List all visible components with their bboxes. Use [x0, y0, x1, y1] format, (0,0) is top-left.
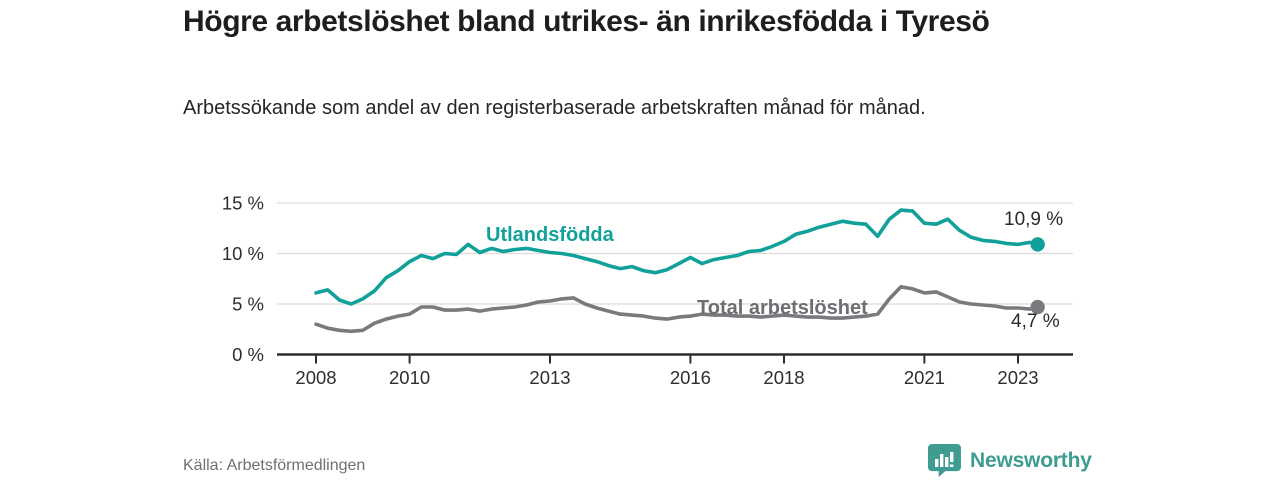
newsworthy-wordmark: Newsworthy	[970, 449, 1092, 472]
x-tick-label: 2016	[670, 367, 711, 388]
line-series-total	[314, 284, 1040, 334]
series-label-utlandsfodda: Utlandsfödda	[486, 224, 614, 246]
y-tick-label: 10 %	[222, 243, 264, 264]
page-subtitle: Arbetssökande som andel av den registerb…	[183, 97, 926, 119]
x-tick-label: 2023	[997, 367, 1038, 388]
series-label-total-arbetsloshet: Total arbetslöshet	[697, 297, 868, 319]
x-tick-label: 2018	[763, 367, 804, 388]
source-credit: Källa: Arbetsförmedlingen	[183, 457, 366, 474]
end-dot-utlandsfodda	[1030, 237, 1045, 252]
x-tick-label: 2013	[529, 367, 570, 388]
y-tick-label: 5 %	[232, 294, 264, 315]
y-tick-label: 0 %	[232, 344, 264, 365]
x-tick-label: 2010	[389, 367, 430, 388]
newsworthy-brand: Newsworthy	[928, 444, 1092, 478]
x-tick-label: 2008	[295, 367, 336, 388]
end-dot-total	[1030, 299, 1045, 315]
end-value-label-total: 4,7 %	[1011, 311, 1060, 332]
page-title: Högre arbetslöshet bland utrikes- än inr…	[183, 5, 990, 38]
y-tick-label: 15 %	[222, 193, 264, 214]
end-value-label-utlandsfodda: 10,9 %	[1004, 209, 1064, 230]
line-series-utlandsfodda	[314, 208, 1040, 306]
x-tick-label: 2021	[904, 367, 945, 388]
newsworthy-bar-chart-bubble-icon	[928, 444, 962, 478]
